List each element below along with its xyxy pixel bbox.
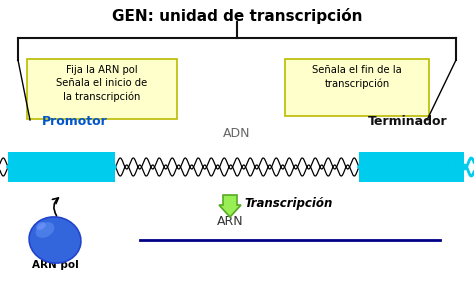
Text: Fija la ARN pol
Señala el inicio de
la transcripción: Fija la ARN pol Señala el inicio de la t…: [56, 65, 147, 102]
Text: Transcripción: Transcripción: [244, 198, 332, 211]
Text: ARN pol: ARN pol: [32, 260, 78, 270]
Text: ARN: ARN: [217, 215, 243, 228]
Ellipse shape: [36, 222, 55, 238]
Text: Señala el fin de la
transcripción: Señala el fin de la transcripción: [312, 65, 402, 89]
Text: Promotor: Promotor: [42, 115, 108, 128]
Text: Terminador: Terminador: [368, 115, 448, 128]
Ellipse shape: [32, 220, 62, 244]
Ellipse shape: [36, 222, 46, 230]
FancyArrow shape: [219, 195, 241, 217]
Bar: [8, 152, 115, 182]
Bar: [359, 152, 464, 182]
Text: GEN: unidad de transcripción: GEN: unidad de transcripción: [112, 8, 362, 24]
FancyBboxPatch shape: [285, 59, 429, 116]
Ellipse shape: [29, 217, 81, 263]
Text: ADN: ADN: [223, 127, 251, 140]
FancyBboxPatch shape: [27, 59, 177, 119]
